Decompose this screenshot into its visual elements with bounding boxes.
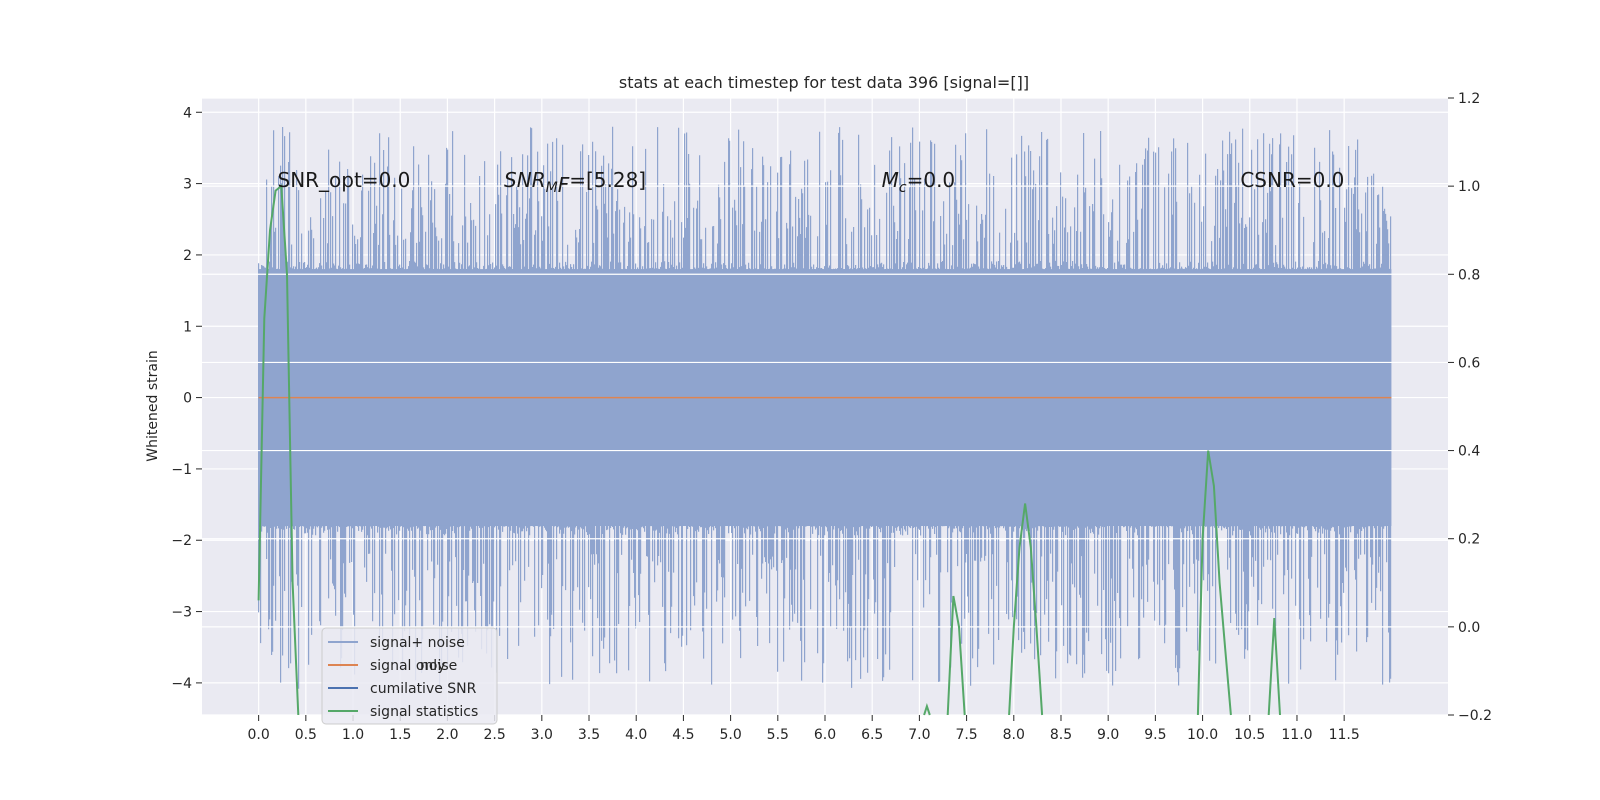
- annotations: SNR_opt=0.0 SNRMF=[5.28] Mc=0.0 CSNR=0.0: [278, 168, 1345, 197]
- x-tick-label: 9.0: [1097, 727, 1119, 743]
- y2-tick-label: 1.0: [1458, 179, 1480, 195]
- y-tick-label: −4: [171, 676, 192, 692]
- legend-ghost-text: noise: [420, 658, 457, 674]
- signal-statistics-line: [1267, 617, 1281, 716]
- legend-entry: signal statistics: [370, 704, 478, 720]
- x-tick-label: 6.5: [861, 727, 883, 743]
- signal-statistics-line: [1008, 503, 1044, 716]
- x-tick-label: 2.5: [483, 727, 505, 743]
- signal-statistics-line: [923, 702, 931, 716]
- x-tick-label: 3.5: [578, 727, 600, 743]
- x-tick-label: 3.0: [531, 727, 553, 743]
- y-tick-label: 0: [183, 391, 192, 407]
- x-tick-label: 10.0: [1187, 727, 1218, 743]
- x-tick-label: 6.0: [814, 727, 836, 743]
- line-series: [257, 184, 1392, 716]
- annotation-1: SNRMF=[5.28]: [504, 168, 646, 197]
- legend: signal+ noise signal only cumilative SNR si…: [321, 627, 498, 725]
- chart-title: stats at each timestep for test data 396…: [619, 73, 1029, 92]
- y-tick-label: −1: [171, 462, 192, 478]
- x-tick-label: 1.0: [342, 727, 364, 743]
- y2-tick-label: 0.6: [1458, 355, 1480, 371]
- annotation-3: CSNR=0.0: [1240, 168, 1344, 192]
- legend-entry: signal+ noise: [370, 635, 465, 651]
- x-tick-label: 5.0: [719, 727, 741, 743]
- x-tick-label: 10.5: [1234, 727, 1265, 743]
- y2-tick-label: −0.2: [1458, 708, 1492, 724]
- y-tick-label: 3: [183, 177, 192, 193]
- x-tick-label: 8.0: [1003, 727, 1025, 743]
- y-tick-label: −3: [171, 605, 192, 621]
- x-tick-label: 8.5: [1050, 727, 1072, 743]
- x-tick-label: 7.0: [908, 727, 930, 743]
- y2-tick-label: 0.8: [1458, 267, 1480, 283]
- legend-box: [321, 627, 498, 725]
- signal-statistics-line: [257, 184, 300, 716]
- x-tick-label: 1.5: [389, 727, 411, 743]
- legend-entry: cumilative SNR: [370, 681, 477, 697]
- x-tick-label: 4.5: [672, 727, 694, 743]
- annotation-0: SNR_opt=0.0: [278, 168, 411, 192]
- x-tick-label: 11.5: [1329, 727, 1360, 743]
- y-tick-label: 2: [183, 248, 192, 264]
- y2-tick-label: 0.4: [1458, 444, 1480, 460]
- x-tick-label: 9.5: [1144, 727, 1166, 743]
- signal-statistics-line: [946, 595, 966, 716]
- y-tick-label: 1: [183, 319, 192, 335]
- y-axis-label: Whitened strain: [145, 350, 161, 461]
- y2-tick-label: 1.2: [1458, 91, 1480, 107]
- x-tick-label: 2.0: [436, 727, 458, 743]
- y2-tick-label: 0.0: [1458, 620, 1480, 636]
- x-tick-label: 0.0: [248, 727, 270, 743]
- x-tick-label: 7.5: [955, 727, 977, 743]
- x-axis: 0.0 0.5 1.0 1.5 2.0 2.5 3.0 3.5 4.0 4.5 5.0 5.5 6.0 6…: [248, 715, 1360, 743]
- x-tick-label: 0.5: [295, 727, 317, 743]
- y-axis-left: 4 3 2 1 0 −1 −2 −3 −4: [171, 105, 202, 692]
- y-tick-label: 4: [183, 105, 192, 121]
- legend-entry: signal only: [370, 658, 445, 674]
- x-tick-label: 11.0: [1281, 727, 1312, 743]
- x-tick-label: 4.0: [625, 727, 647, 743]
- x-tick-label: 5.5: [767, 727, 789, 743]
- y-tick-label: −2: [171, 533, 192, 549]
- signal-statistics-line: [1196, 450, 1232, 716]
- annotation-2: Mc=0.0: [882, 168, 956, 196]
- y-axis-right: 1.2 1.0 0.8 0.6 0.4 0.2 0.0 −0.2: [1448, 91, 1492, 724]
- y2-tick-label: 0.2: [1458, 532, 1480, 548]
